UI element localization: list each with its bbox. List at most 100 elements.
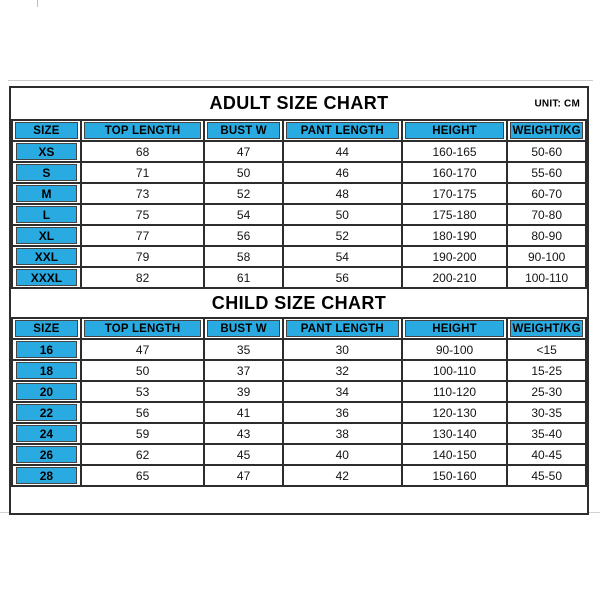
value-cell: 90-100 (400, 338, 509, 361)
size-badge: S (16, 164, 77, 181)
size-cell: XL (11, 224, 82, 247)
value-cell: 82 (79, 266, 206, 289)
value-cell: 59 (79, 422, 206, 445)
size-badge: 26 (16, 446, 77, 463)
size-cell: 28 (11, 464, 82, 487)
value-cell: 40-45 (506, 443, 587, 466)
value-cell: 30-35 (506, 401, 587, 424)
column-header: WEIGHT/KG (506, 317, 587, 340)
size-badge: 24 (16, 425, 77, 442)
child-size-table: SIZE TOP LENGTH BUST W PANT LENGTH HEIGH… (11, 317, 587, 487)
size-cell: L (11, 203, 82, 226)
column-header-label: TOP LENGTH (83, 320, 202, 337)
value-cell: 45-50 (506, 464, 587, 487)
empty-footer-row (11, 487, 587, 513)
table-row: 28 65 47 42 150-160 45-50 (11, 464, 587, 487)
value-cell: 56 (203, 224, 284, 247)
column-header: PANT LENGTH (281, 119, 403, 142)
value-cell: 70-80 (506, 203, 587, 226)
size-cell: M (11, 182, 82, 205)
value-cell: 45 (203, 443, 284, 466)
value-cell: 15-25 (506, 359, 587, 382)
size-cell: S (11, 161, 82, 184)
column-header-label: SIZE (15, 122, 78, 139)
value-cell: 38 (281, 422, 403, 445)
table-row: XXXL 82 61 56 200-210 100-110 (11, 266, 587, 289)
table-row: 26 62 45 40 140-150 40-45 (11, 443, 587, 466)
value-cell: 180-190 (400, 224, 509, 247)
value-cell: 36 (281, 401, 403, 424)
value-cell: 50 (281, 203, 403, 226)
value-cell: 50 (79, 359, 206, 382)
value-cell: 150-160 (400, 464, 509, 487)
adult-size-table: SIZE TOP LENGTH BUST W PANT LENGTH HEIGH… (11, 119, 587, 289)
size-badge: XL (16, 227, 77, 244)
column-header-label: HEIGHT (404, 320, 505, 337)
value-cell: 160-165 (400, 140, 509, 163)
table-row: 22 56 41 36 120-130 30-35 (11, 401, 587, 424)
size-badge: L (16, 206, 77, 223)
size-cell: XXXL (11, 266, 82, 289)
value-cell: 50 (203, 161, 284, 184)
value-cell: 80-90 (506, 224, 587, 247)
column-header: HEIGHT (400, 317, 509, 340)
size-badge: XS (16, 143, 77, 160)
value-cell: 56 (79, 401, 206, 424)
value-cell: 71 (79, 161, 206, 184)
size-cell: 24 (11, 422, 82, 445)
size-cell: 18 (11, 359, 82, 382)
value-cell: 25-30 (506, 380, 587, 403)
column-header-label: PANT LENGTH (285, 122, 399, 139)
column-header-label: TOP LENGTH (83, 122, 202, 139)
value-cell: 30 (281, 338, 403, 361)
column-header: WEIGHT/KG (506, 119, 587, 142)
value-cell: 73 (79, 182, 206, 205)
value-cell: 52 (281, 224, 403, 247)
size-badge: 28 (16, 467, 77, 484)
value-cell: 40 (281, 443, 403, 466)
value-cell: 43 (203, 422, 284, 445)
adult-chart-title: ADULT SIZE CHART (209, 93, 389, 113)
column-header: BUST W (203, 119, 284, 142)
value-cell: <15 (506, 338, 587, 361)
column-header-label: HEIGHT (404, 122, 505, 139)
scan-artifact-dash (589, 512, 600, 513)
size-badge: XXL (16, 248, 77, 265)
value-cell: 48 (281, 182, 403, 205)
value-cell: 39 (203, 380, 284, 403)
unit-label: UNIT: CM (534, 98, 580, 109)
child-chart-title: CHILD SIZE CHART (211, 292, 387, 313)
column-header: TOP LENGTH (79, 119, 206, 142)
value-cell: 46 (281, 161, 403, 184)
column-header: TOP LENGTH (79, 317, 206, 340)
table-row: L 75 54 50 175-180 70-80 (11, 203, 587, 226)
adult-header-row: SIZE TOP LENGTH BUST W PANT LENGTH HEIGH… (11, 119, 587, 142)
scan-artifact-tick (37, 0, 38, 7)
table-row: 16 47 35 30 90-100 <15 (11, 338, 587, 361)
value-cell: 90-100 (506, 245, 587, 268)
value-cell: 47 (203, 464, 284, 487)
table-row: XS 68 47 44 160-165 50-60 (11, 140, 587, 163)
size-badge: M (16, 185, 77, 202)
value-cell: 53 (79, 380, 206, 403)
value-cell: 42 (281, 464, 403, 487)
size-cell: 26 (11, 443, 82, 466)
size-cell: XS (11, 140, 82, 163)
column-header-label: PANT LENGTH (285, 320, 399, 337)
table-row: 24 59 43 38 130-140 35-40 (11, 422, 587, 445)
column-header-label: BUST W (207, 122, 280, 139)
size-badge: XXXL (16, 269, 77, 286)
value-cell: 54 (281, 245, 403, 268)
column-header-label: WEIGHT/KG (510, 122, 583, 139)
value-cell: 50-60 (506, 140, 587, 163)
value-cell: 60-70 (506, 182, 587, 205)
value-cell: 61 (203, 266, 284, 289)
table-row: 18 50 37 32 100-110 15-25 (11, 359, 587, 382)
table-row: XL 77 56 52 180-190 80-90 (11, 224, 587, 247)
value-cell: 35 (203, 338, 284, 361)
value-cell: 110-120 (400, 380, 509, 403)
size-badge: 18 (16, 362, 77, 379)
size-badge: 20 (16, 383, 77, 400)
value-cell: 200-210 (400, 266, 509, 289)
column-header: BUST W (203, 317, 284, 340)
